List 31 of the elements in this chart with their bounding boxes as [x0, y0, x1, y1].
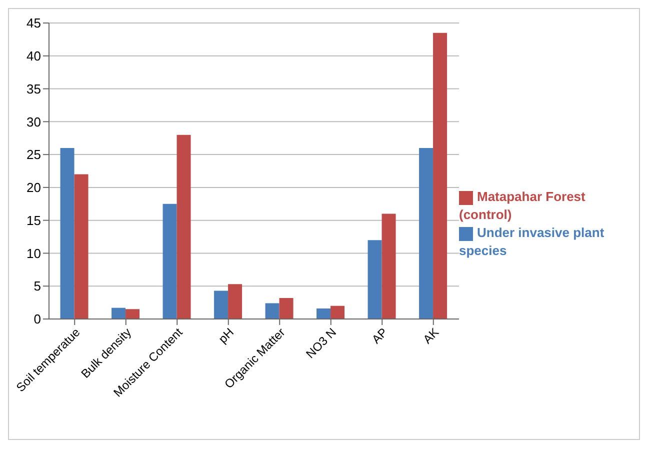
bar: [279, 298, 294, 319]
bar: [265, 303, 280, 319]
x-tick-label: AK: [420, 325, 442, 346]
x-tick-label: pH: [216, 325, 237, 346]
bar: [228, 284, 242, 319]
bar: [433, 32, 448, 319]
x-tick-label: AP: [369, 325, 390, 346]
bar: [382, 214, 396, 319]
y-tick-label: 35: [26, 81, 41, 96]
legend-label: Under invasive plant species: [459, 225, 604, 258]
bar: [162, 204, 177, 319]
bar: [126, 309, 140, 319]
bar: [330, 306, 345, 319]
bar: [316, 308, 331, 319]
legend-label: Matapahar Forest (control): [459, 189, 586, 222]
bar: [176, 134, 191, 319]
bar: [214, 290, 228, 319]
bar: [112, 308, 126, 319]
y-tick-label: 40: [26, 48, 41, 64]
y-tick-label: 30: [26, 114, 41, 130]
y-tick-label: 45: [26, 16, 41, 31]
bar: [368, 240, 382, 319]
y-tick-label: 0: [34, 312, 41, 327]
y-tick-label: 20: [26, 180, 41, 196]
bar: [60, 148, 74, 319]
y-tick-label: 10: [26, 246, 41, 261]
bar: [74, 174, 88, 319]
y-tick-label: 25: [26, 147, 41, 162]
bar: [419, 148, 434, 319]
y-tick-label: 15: [26, 212, 41, 228]
y-tick-label: 5: [34, 278, 41, 294]
